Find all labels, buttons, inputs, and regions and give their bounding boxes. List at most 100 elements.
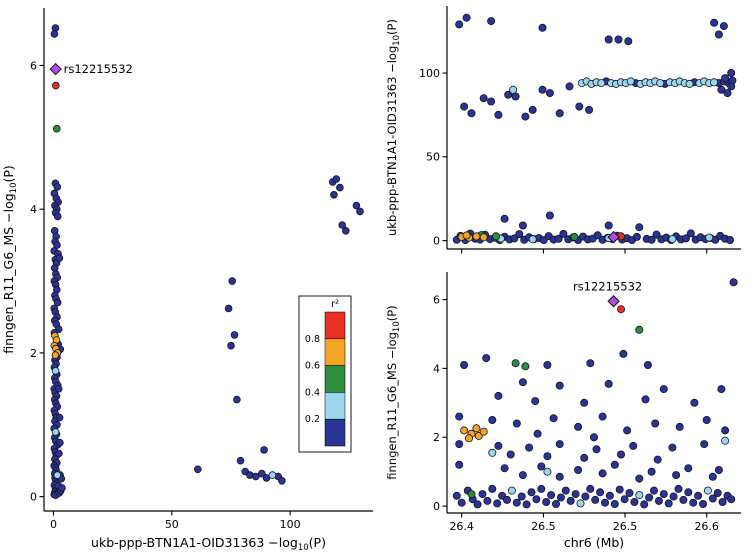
data-point — [668, 443, 677, 452]
data-point — [467, 109, 476, 118]
data-point — [672, 471, 681, 480]
legend-swatch — [324, 418, 346, 447]
data-point — [620, 495, 629, 504]
data-point — [467, 490, 476, 499]
data-point — [654, 496, 663, 505]
data-point — [511, 92, 520, 101]
data-point — [647, 235, 656, 244]
data-point — [517, 492, 526, 501]
data-point — [500, 464, 509, 473]
x-tick-label: 0 — [50, 518, 57, 531]
data-point — [718, 497, 727, 506]
data-point — [455, 20, 464, 29]
data-point — [574, 465, 583, 474]
data-point — [717, 385, 726, 394]
data-point — [727, 82, 736, 91]
data-point — [703, 486, 712, 495]
lead-snp-marker — [607, 295, 620, 308]
data-point — [576, 499, 585, 508]
data-point — [698, 499, 707, 508]
data-point — [53, 212, 62, 221]
data-point — [702, 415, 711, 424]
data-point — [597, 79, 606, 88]
panel-topright-scatter: 0 50 100 ukb-ppp-BTN1A1-OID31363 −log10(P) — [383, 0, 749, 258]
x-axis-title: chr6 (Mb) — [564, 535, 624, 550]
data-point — [543, 452, 552, 461]
data-point — [641, 395, 650, 404]
data-point — [462, 231, 471, 240]
data-point — [511, 359, 520, 368]
data-point — [527, 488, 536, 497]
y-tick-label: 0 — [433, 234, 440, 247]
data-point — [635, 474, 644, 483]
data-point — [515, 230, 524, 239]
lead-snp-marker — [607, 230, 620, 244]
data-point — [610, 460, 619, 469]
data-point — [230, 331, 239, 339]
data-point — [721, 74, 730, 83]
data-point — [482, 354, 491, 363]
data-point — [55, 449, 63, 458]
legend-title: r² — [331, 299, 339, 310]
data-point — [506, 450, 515, 459]
data-point — [330, 191, 338, 199]
data-point — [51, 81, 60, 90]
data-point — [592, 445, 601, 454]
data-point — [649, 486, 658, 495]
legend-label: 0.2 — [305, 414, 320, 425]
data-point — [580, 453, 589, 462]
data-point — [51, 351, 60, 359]
panel-left-scatter: 0 50 100 0 2 4 6 ukb-ppp-BTN1A1-OID31363 −log10… — [1, 8, 373, 553]
data-point — [549, 414, 558, 423]
data-point — [521, 362, 530, 371]
data-point — [600, 498, 609, 507]
data-point — [452, 491, 461, 500]
data-point — [659, 490, 668, 499]
data-point — [719, 22, 728, 31]
data-point — [561, 486, 570, 495]
data-point — [53, 471, 62, 479]
y-tick-label: 6 — [433, 293, 440, 306]
data-point — [531, 397, 540, 406]
data-point — [53, 183, 62, 191]
legend-label: 0.6 — [305, 361, 320, 372]
data-point — [589, 433, 598, 442]
data-point — [571, 490, 580, 499]
data-point — [566, 496, 575, 505]
data-point — [56, 438, 64, 447]
data-point — [500, 214, 509, 223]
data-point — [604, 379, 613, 388]
data-point — [462, 13, 471, 22]
data-point — [643, 361, 652, 370]
data-point — [630, 497, 639, 506]
data-point — [236, 456, 245, 465]
data-point — [623, 426, 632, 435]
lead-snp-marker — [49, 62, 62, 76]
data-point — [653, 455, 662, 464]
data-point — [629, 441, 638, 450]
data-point — [559, 229, 568, 238]
data-point — [721, 426, 730, 435]
data-point — [55, 413, 64, 422]
data-point — [488, 484, 497, 493]
data-point — [503, 495, 512, 504]
data-point — [507, 486, 516, 495]
data-point — [260, 446, 268, 454]
data-point — [598, 412, 607, 421]
data-point — [488, 415, 497, 424]
y-tick-label: 0 — [30, 490, 37, 503]
data-point — [521, 112, 530, 121]
data-point — [522, 500, 531, 509]
data-point — [710, 78, 719, 87]
data-point — [679, 495, 688, 504]
y-axis-title: finngen_R11_G6_MS −log10(P) — [385, 305, 402, 479]
data-point — [51, 428, 60, 436]
data-point — [708, 494, 717, 503]
data-point — [528, 235, 537, 244]
data-point — [518, 221, 527, 230]
data-point — [194, 465, 202, 474]
y-tick-label: 4 — [433, 362, 440, 375]
lead-snp-label: rs12215532 — [64, 62, 133, 76]
data-point — [55, 254, 64, 262]
